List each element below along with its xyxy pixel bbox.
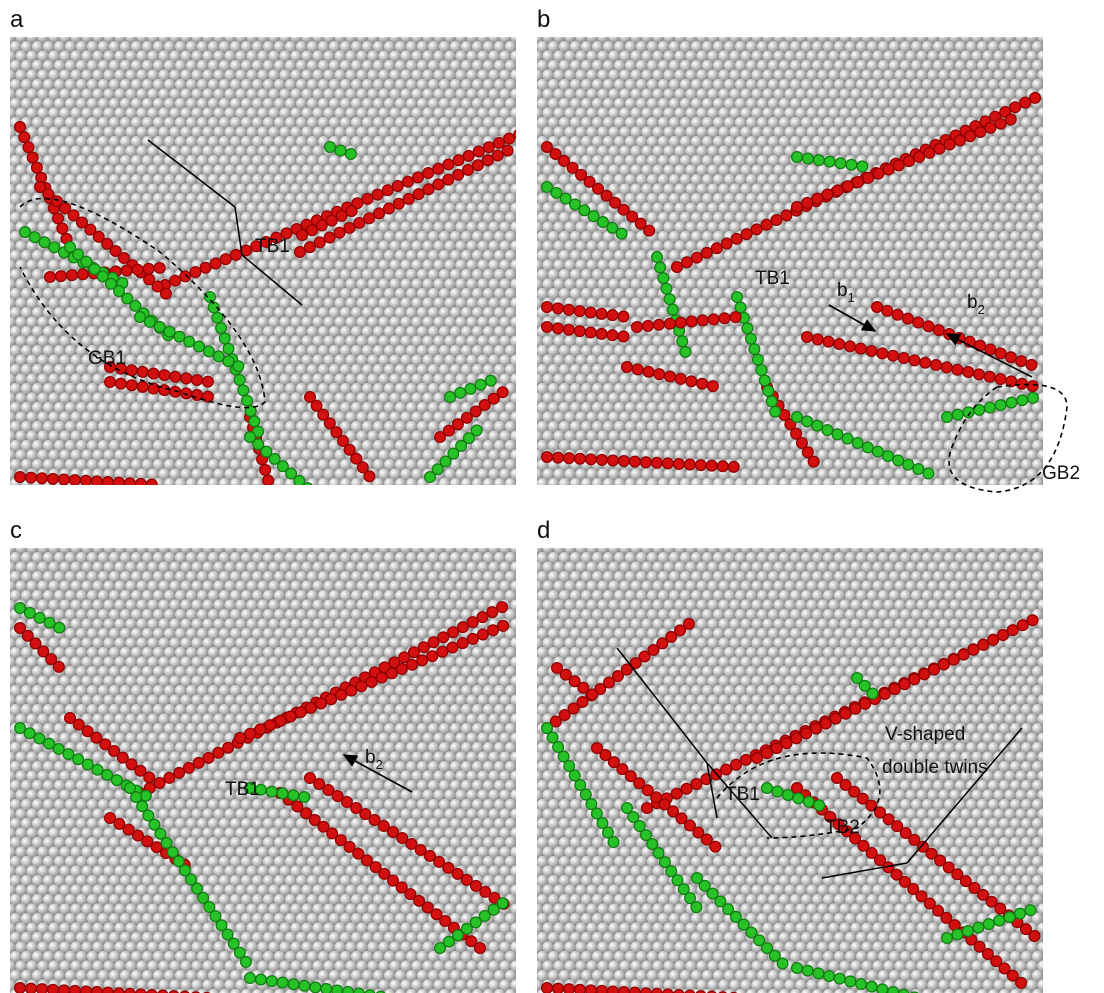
annotation: TB1 <box>225 779 260 800</box>
figure: aTB1GB1bTB1GB2b1b2cTB1b2dTB1TB2V-shapedd… <box>0 0 1104 993</box>
note-line: V-shaped <box>885 724 965 745</box>
lattice <box>10 548 516 993</box>
vector-base: b <box>967 292 978 313</box>
vector-sub: 2 <box>978 302 985 317</box>
panel-label: a <box>10 6 24 33</box>
panel-label: d <box>537 517 550 544</box>
atom-chain <box>20 497 165 507</box>
vector-sub: 1 <box>848 290 855 305</box>
annotation: GB1 <box>88 348 126 369</box>
annotation: TB1 <box>755 268 790 289</box>
vector-base: b <box>365 747 376 768</box>
panel-content <box>10 548 516 993</box>
annotation: TB1 <box>725 784 760 805</box>
panel-content <box>10 37 520 517</box>
panel-content <box>537 37 1043 485</box>
note-line: double twins <box>882 757 988 778</box>
vector-base: b <box>837 280 848 301</box>
panel: TB1 TB2 V-shaped double twins <box>537 548 1043 993</box>
annotation: TB2 <box>825 817 860 838</box>
panel-label: b <box>537 6 550 33</box>
panel: TB1 b2 <box>10 548 516 993</box>
annotation: GB2 <box>1042 463 1080 484</box>
vector-sub: 2 <box>376 757 383 772</box>
panel-label: c <box>10 517 22 544</box>
atom-chain <box>20 497 165 507</box>
annotation: TB1 <box>255 236 290 257</box>
panel: TB1 GB1 <box>10 37 520 517</box>
